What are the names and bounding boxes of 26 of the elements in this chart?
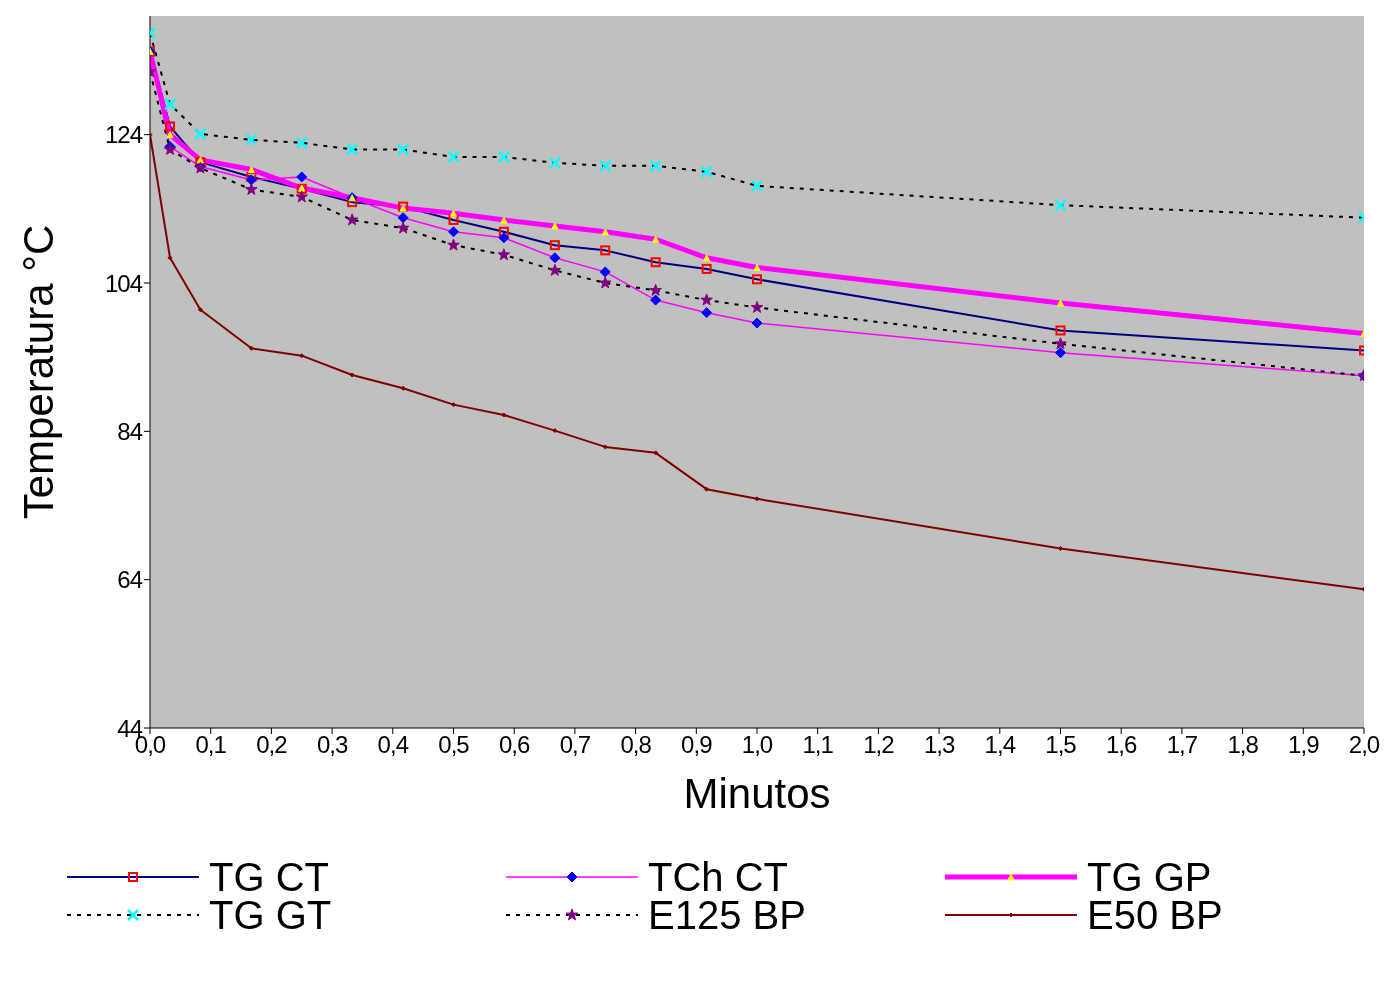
- x-tick-label: 0,4: [377, 731, 409, 759]
- x-tick-label: 0,1: [195, 731, 227, 759]
- x-tick-label: 1,3: [923, 731, 955, 759]
- y-tick-label: 84: [117, 417, 143, 445]
- x-tick-label: 0,2: [256, 731, 288, 759]
- x-tick-label: 1,5: [1045, 731, 1077, 759]
- x-tick-label: 1,2: [863, 731, 895, 759]
- x-tick-label: 0,3: [316, 731, 348, 759]
- x-tick-label: 1,4: [984, 731, 1016, 759]
- x-tick-label: 1,6: [1106, 731, 1138, 759]
- y-tick-label: 104: [104, 269, 143, 297]
- x-tick-label: 1,9: [1288, 731, 1320, 759]
- x-tick-label: 1,0: [741, 731, 773, 759]
- y-tick-label: 124: [104, 121, 143, 149]
- y-tick-label: 64: [117, 566, 143, 594]
- x-tick-label: 0,9: [681, 731, 713, 759]
- x-tick-label: 0,6: [499, 731, 531, 759]
- y-axis-title: Temperatura °C: [14, 224, 62, 520]
- x-tick-label: 0,8: [620, 731, 652, 759]
- x-tick-label: 0,7: [559, 731, 591, 759]
- x-tick-label: 1,8: [1227, 731, 1259, 759]
- x-tick-label: 2,0: [1348, 731, 1380, 759]
- x-tick-label: 0,5: [438, 731, 470, 759]
- x-tick-label: 1,7: [1166, 731, 1198, 759]
- x-tick-label: 1,1: [802, 731, 834, 759]
- x-axis-title: Minutos: [683, 770, 831, 817]
